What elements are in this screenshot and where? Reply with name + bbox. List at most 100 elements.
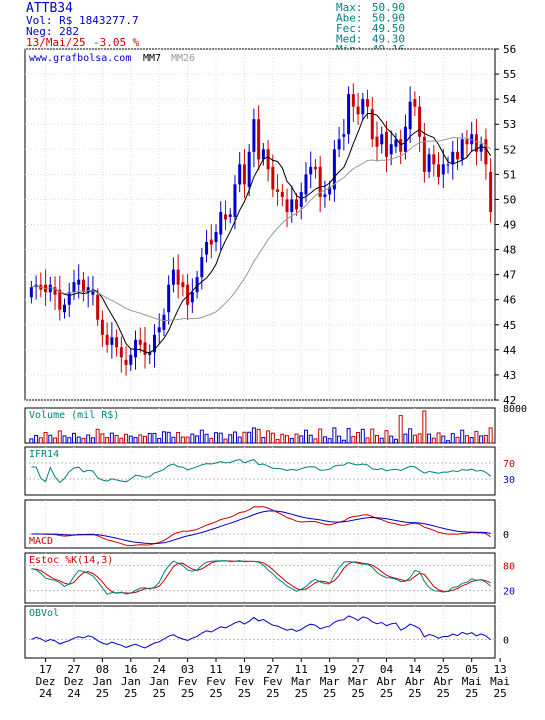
volume-bar [474, 430, 479, 444]
volume-bar [261, 437, 266, 444]
volume-bar [393, 438, 398, 444]
x-tick-day: 24 [153, 663, 167, 676]
volume-bar [53, 437, 58, 444]
x-tick-day: 27 [351, 663, 364, 676]
volume-bar [422, 410, 427, 444]
volume-bar [34, 434, 39, 444]
volume-bar [171, 436, 176, 444]
x-tick-year: 25 [266, 687, 279, 700]
candle-body [389, 144, 393, 155]
candle-body [318, 166, 322, 197]
macd-line [31, 506, 491, 547]
candle-body [323, 194, 327, 197]
volume-bar [469, 437, 474, 444]
candle-body [195, 277, 199, 293]
volume-bar [460, 429, 465, 444]
volume-bar [398, 415, 403, 444]
volume-bar [412, 434, 417, 444]
candle-body [280, 191, 284, 197]
volume-bar [464, 435, 469, 444]
volume-bar [95, 428, 100, 444]
candle-body [489, 171, 493, 212]
candle-body [72, 282, 76, 293]
candle-body [380, 134, 384, 145]
ifr-tick-label: 30 [503, 475, 515, 486]
volume-bar [43, 431, 48, 444]
stat-label: Abe: [336, 12, 363, 25]
volume-bar [105, 437, 110, 444]
x-tick-year: 25 [437, 687, 450, 700]
volume-bar [185, 436, 190, 444]
candle-body [48, 284, 52, 293]
volume-bar [322, 436, 327, 444]
candle-body [233, 184, 237, 217]
candle-body [186, 284, 190, 305]
mm26-line [31, 136, 491, 322]
volume-bar [138, 434, 143, 444]
volume-bar [365, 437, 370, 444]
candle-body [384, 131, 388, 157]
volume-bar [479, 435, 484, 444]
volume-tick-label: 8000 [503, 404, 527, 415]
candle-body [134, 339, 138, 358]
x-tick-month: Abr [377, 675, 397, 688]
candle-body [394, 139, 398, 147]
x-tick-month: Dez [36, 675, 56, 688]
mm7-line [31, 113, 492, 354]
volume-bar [308, 434, 313, 444]
x-tick-year: 25 [493, 687, 506, 700]
volume-bar [270, 432, 275, 444]
candle-body [181, 282, 185, 288]
candle-body [432, 154, 436, 165]
x-tick-day: 14 [408, 663, 422, 676]
volume-bar [152, 432, 157, 444]
candle-body [143, 342, 147, 355]
volume-bar [294, 433, 299, 444]
x-tick-month: Mar [348, 675, 368, 688]
volume-bar [356, 431, 361, 444]
candle-body [460, 139, 464, 160]
volume-bar [29, 438, 34, 444]
candle-body [285, 199, 289, 212]
volume-bar [285, 435, 290, 444]
volume-bar [228, 434, 233, 444]
x-tick-month: Abr [405, 675, 425, 688]
candle-body [479, 144, 483, 152]
volume-bar [375, 434, 379, 444]
estoc-tick-label: 20 [503, 587, 515, 598]
volume-bar [299, 435, 304, 444]
volume-bar [408, 428, 413, 444]
x-tick-day: 19 [323, 663, 336, 676]
volume-bar [90, 437, 95, 444]
candle-body [474, 134, 478, 152]
x-tick-year: 25 [181, 687, 194, 700]
y-tick-label: 46 [503, 294, 516, 307]
candle-body [63, 304, 67, 313]
x-tick-day: 27 [266, 663, 279, 676]
volume-bar [313, 438, 318, 444]
x-tick-year: 25 [323, 687, 336, 700]
volume-bar [247, 431, 252, 444]
volume-bar [303, 429, 308, 444]
x-tick-year: 25 [238, 687, 251, 700]
ifr-tick-label: 70 [503, 459, 515, 470]
x-tick-month: Dez [64, 675, 84, 688]
stat-label: Max: [336, 1, 363, 14]
candle-body [342, 134, 346, 137]
x-tick-month: Fev [234, 675, 254, 688]
candle-body [67, 292, 71, 305]
x-tick-day: 05 [465, 663, 478, 676]
candle-body [399, 139, 403, 152]
y-tick-label: 43 [503, 369, 516, 382]
volume-bar [81, 437, 86, 444]
y-tick-label: 53 [503, 118, 516, 131]
volume-bar [128, 435, 133, 444]
x-tick-day: 17 [39, 663, 52, 676]
x-tick-year: 25 [153, 687, 166, 700]
volume-bar [133, 437, 138, 444]
x-tick-year: 25 [295, 687, 308, 700]
volume-bar [214, 432, 219, 444]
candle-body [441, 164, 445, 175]
volume-bar [251, 427, 256, 444]
x-tick-day: 11 [295, 663, 308, 676]
